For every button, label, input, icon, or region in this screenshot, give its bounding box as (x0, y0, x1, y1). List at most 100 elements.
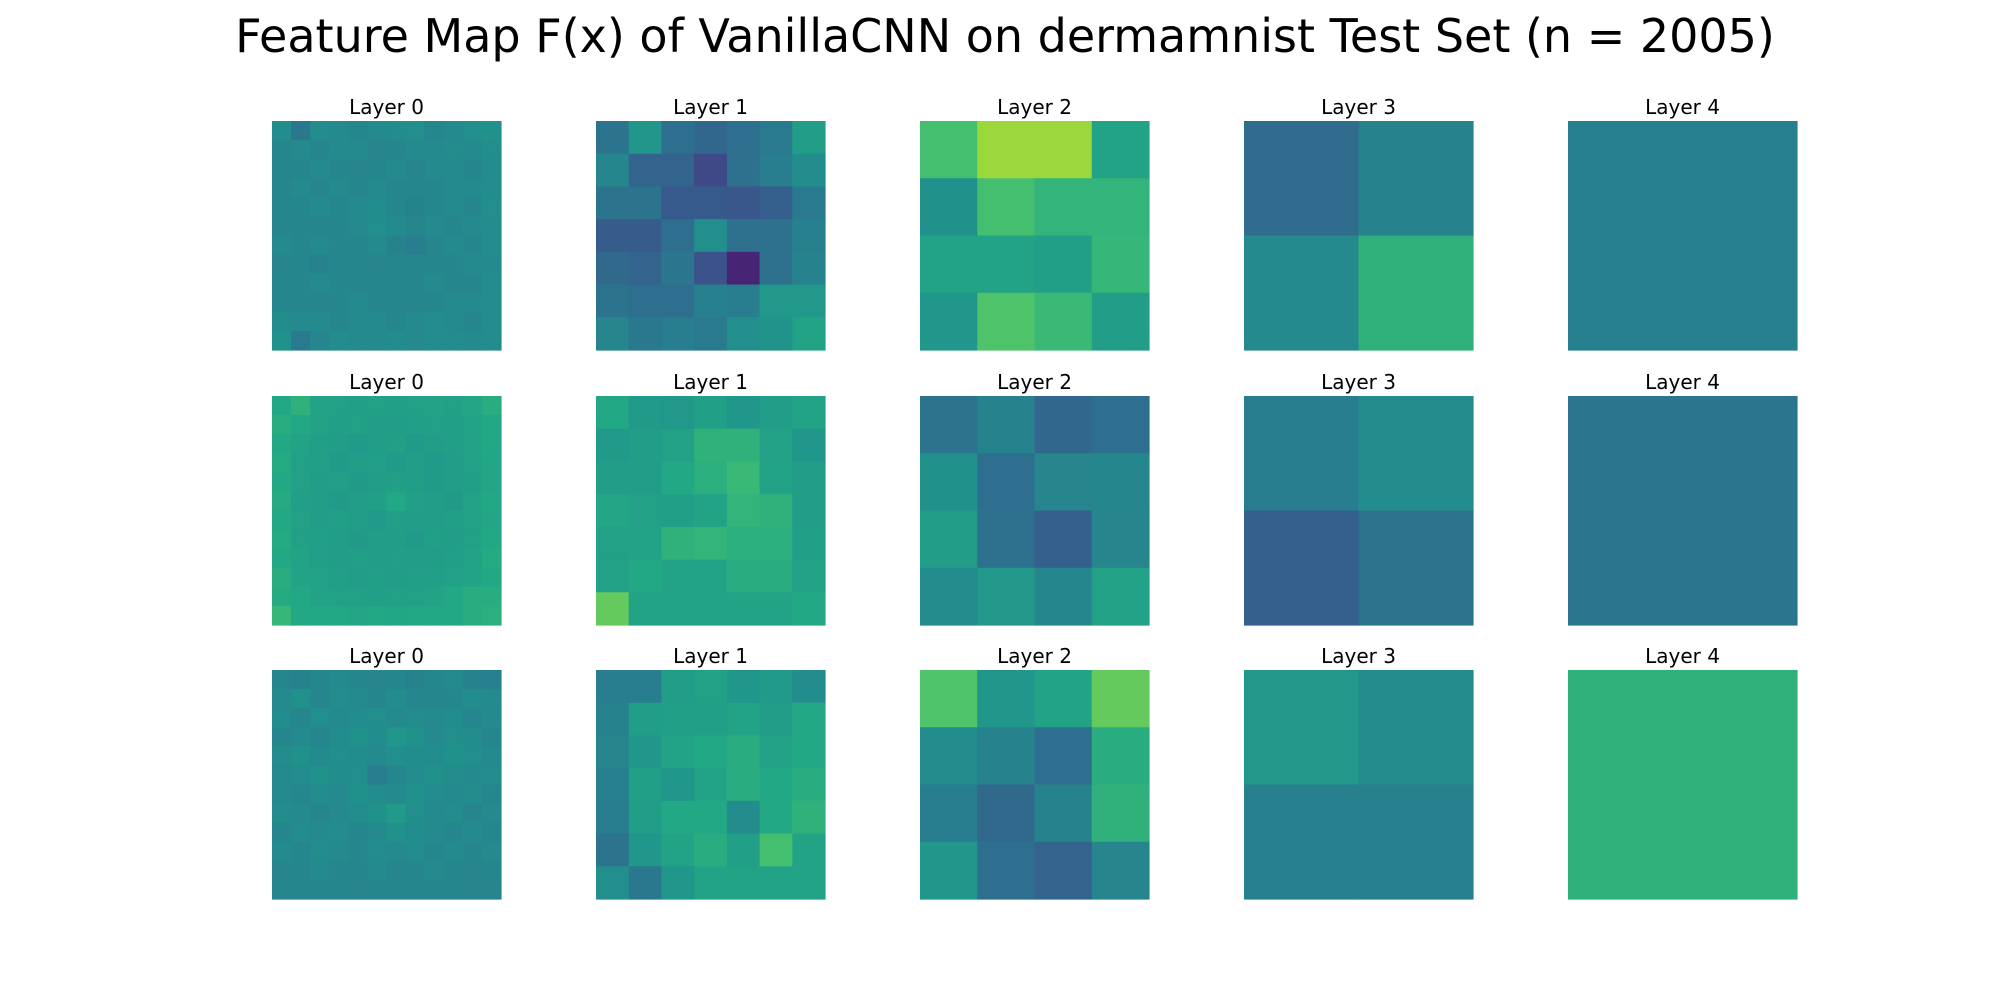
heatmap-cell (291, 708, 311, 728)
heatmap-cell (329, 159, 349, 179)
heatmap-cell (348, 292, 369, 313)
heatmap-cell (694, 559, 728, 593)
heatmap-cell (310, 727, 330, 747)
heatmap-cell (348, 803, 369, 824)
heatmap-cell (759, 251, 793, 286)
heatmap-cell (726, 121, 761, 155)
heatmap-cell (694, 396, 728, 430)
heatmap-cell (462, 292, 483, 313)
heatmap-cell (405, 292, 426, 313)
panel-r0-c3: Layer 3 (1244, 95, 1474, 351)
heatmap-cell (759, 735, 793, 769)
heatmap-cell (1091, 396, 1150, 454)
heatmap-cell (1244, 121, 1360, 237)
heatmap-cell (405, 216, 426, 237)
heatmap-cell (424, 529, 445, 550)
heatmap-cell (1034, 235, 1093, 294)
heatmap-cell (310, 159, 330, 179)
heatmap-cell (481, 292, 502, 313)
panel-r2-c2: Layer 2 (920, 644, 1150, 900)
heatmap-cell (443, 860, 464, 881)
heatmap-cell (272, 689, 292, 709)
heatmap-cell (977, 727, 1036, 786)
heatmap-cell (367, 330, 388, 351)
heatmap-cell (628, 461, 663, 495)
heatmap-cell (462, 529, 483, 550)
heatmap-cell (367, 311, 388, 332)
heatmap-cell (272, 472, 292, 493)
heatmap-cell (481, 396, 502, 416)
heatmap-cell (405, 491, 426, 512)
heatmap-cell (1244, 235, 1360, 351)
heatmap-cell (694, 592, 728, 626)
heatmap-cell (386, 746, 407, 767)
heatmap-cell (726, 317, 761, 351)
heatmap-cell (920, 727, 978, 786)
heatmap-cell (367, 765, 388, 786)
heatmap-cell (481, 860, 502, 881)
heatmap-cell (310, 765, 330, 786)
heatmap-cell (386, 879, 407, 900)
heatmap-cell (405, 510, 426, 531)
heatmap-cell (291, 803, 311, 824)
heatmap-cell (329, 197, 349, 218)
heatmap-cell (443, 415, 464, 435)
heatmap-cell (272, 330, 292, 351)
heatmap-cell (443, 311, 464, 332)
heatmap-cell (920, 292, 978, 351)
heatmap-cell (329, 453, 349, 473)
heatmap-cell (759, 428, 793, 463)
heatmap-cell (310, 140, 330, 160)
heatmap-cell (291, 472, 311, 493)
heatmap-cell (367, 415, 388, 435)
heatmap-cell (405, 330, 426, 351)
heatmap-cell (386, 586, 407, 607)
heatmap-cell (726, 526, 761, 561)
heatmap-cell (481, 140, 502, 160)
heatmap-cell (726, 559, 761, 593)
heatmap-cell (462, 803, 483, 824)
heatmap-cell (792, 800, 826, 835)
heatmap-cell (386, 708, 407, 728)
heatmap-cell (424, 689, 445, 709)
heatmap-cell (367, 491, 388, 512)
heatmap-cell (792, 494, 826, 528)
heatmap-cell (462, 841, 483, 862)
heatmap-cell (310, 434, 330, 454)
heatmap-cell (424, 121, 445, 141)
heatmap-cell (481, 548, 502, 569)
heatmap-cell (348, 860, 369, 881)
heatmap-cell (1091, 784, 1150, 843)
heatmap-cell (310, 311, 330, 332)
heatmap-cell (424, 548, 445, 569)
heatmap-cell (386, 860, 407, 881)
panel-r2-c1: Layer 1 (596, 644, 826, 900)
heatmap-cell (462, 453, 483, 473)
heatmap-cell (596, 866, 630, 900)
panel-grid: Layer 0 Layer 1 Layer 2 Layer 3 Layer 4 Layer… (272, 95, 1798, 900)
heatmap-cell (443, 765, 464, 786)
heatmap-cell (405, 434, 426, 454)
heatmap-cell (348, 548, 369, 569)
heatmap-cell (920, 396, 978, 454)
heatmap-cell (424, 841, 445, 862)
heatmap-cell (1091, 453, 1150, 512)
heatmap-cell (405, 140, 426, 160)
heatmap-cell (310, 670, 330, 690)
heatmap-cell (386, 121, 407, 141)
heatmap-cell (481, 689, 502, 709)
heatmap-cell (1358, 396, 1474, 512)
heatmap-cell (367, 670, 388, 690)
heatmap-cell (792, 702, 826, 737)
heatmap-cell (310, 548, 330, 569)
heatmap-cell (481, 605, 502, 626)
heatmap-cell (628, 800, 663, 835)
heatmap-cell (424, 140, 445, 160)
heatmap-cell (1034, 670, 1093, 728)
heatmap-cell (272, 548, 292, 569)
heatmap-cell (726, 396, 761, 430)
heatmap-cell (443, 254, 464, 275)
heatmap-cell (386, 670, 407, 690)
heatmap-cell (424, 803, 445, 824)
